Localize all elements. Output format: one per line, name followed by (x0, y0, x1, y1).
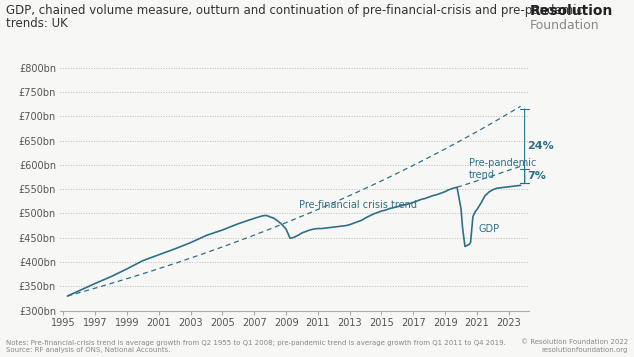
Text: 24%: 24% (527, 141, 553, 151)
Text: Pre-pandemic
trend: Pre-pandemic trend (469, 158, 536, 180)
Text: © Resolution Foundation 2022
resolutionfoundation.org: © Resolution Foundation 2022 resolutionf… (521, 340, 628, 353)
Text: 7%: 7% (527, 171, 546, 181)
Text: Notes: Pre-financial-crisis trend is average growth from Q2 1955 to Q1 2008; pre: Notes: Pre-financial-crisis trend is ave… (6, 341, 506, 353)
Text: GDP: GDP (479, 224, 500, 234)
Text: Resolution: Resolution (529, 4, 613, 17)
Text: Foundation: Foundation (529, 19, 599, 31)
Text: trends: UK: trends: UK (6, 17, 68, 30)
Text: GDP, chained volume measure, outturn and continuation of pre-financial-crisis an: GDP, chained volume measure, outturn and… (6, 4, 583, 16)
Text: Pre-financial crisis trend: Pre-financial crisis trend (299, 200, 417, 210)
